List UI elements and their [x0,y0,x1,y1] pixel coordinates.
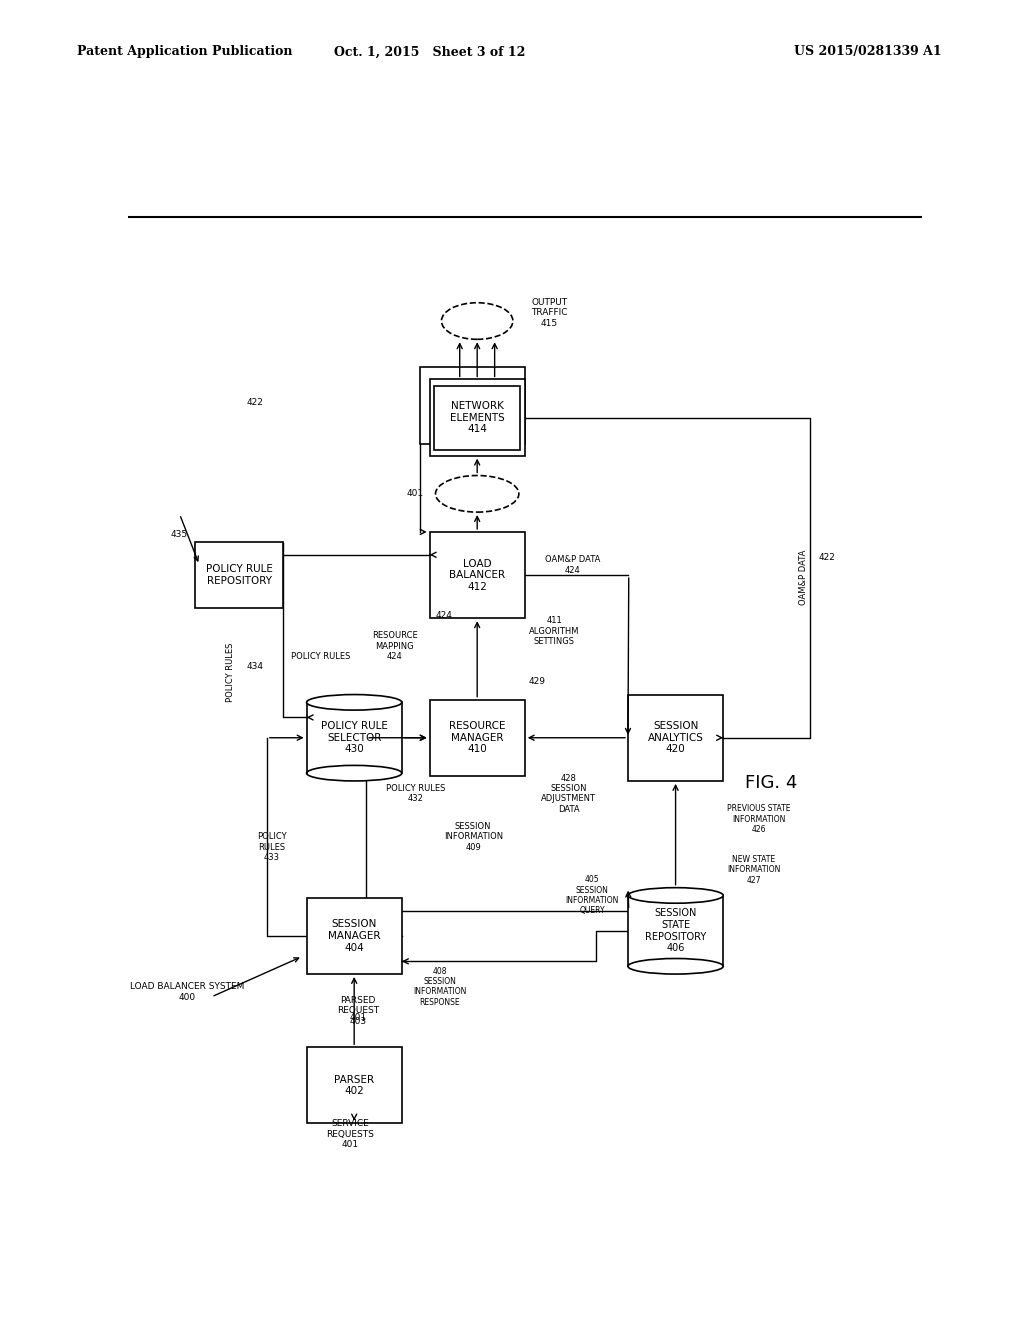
Text: POLICY RULES
432: POLICY RULES 432 [386,784,445,804]
Text: 411
ALGORITHM
SETTINGS: 411 ALGORITHM SETTINGS [528,616,580,645]
Bar [430,532,525,618]
Text: LOAD BALANCER SYSTEM
400: LOAD BALANCER SYSTEM 400 [130,982,245,1002]
Bar [306,1047,401,1123]
Text: FIG. 4: FIG. 4 [744,775,797,792]
Bar [306,702,401,774]
Text: NEW STATE
INFORMATION
427: NEW STATE INFORMATION 427 [727,855,780,884]
Bar [628,895,723,966]
Text: SESSION
MANAGER
404: SESSION MANAGER 404 [328,919,381,953]
Ellipse shape [435,475,519,512]
Text: 401: 401 [349,1012,367,1022]
Ellipse shape [628,887,723,903]
Text: 429: 429 [528,677,546,686]
Text: 424: 424 [435,611,453,620]
Text: POLICY RULES: POLICY RULES [226,643,236,702]
Text: POLICY
RULES
433: POLICY RULES 433 [257,832,287,862]
Ellipse shape [628,958,723,974]
Text: 434: 434 [247,663,264,671]
Ellipse shape [306,694,401,710]
Text: 428
SESSION
ADJUSTMENT
DATA: 428 SESSION ADJUSTMENT DATA [541,774,596,813]
Text: NETWORK
ELEMENTS
414: NETWORK ELEMENTS 414 [450,401,505,434]
Text: SERVICE
REQUESTS
401: SERVICE REQUESTS 401 [327,1119,374,1148]
Bar [628,694,723,781]
Text: PARSED
REQUEST
403: PARSED REQUEST 403 [337,995,379,1026]
Bar [430,379,525,455]
Text: 422: 422 [247,397,263,407]
Text: RESOURCE
MANAGER
410: RESOURCE MANAGER 410 [449,721,506,754]
Bar [196,543,283,609]
Text: 422: 422 [818,553,836,562]
Text: 408
SESSION
INFORMATION
RESPONSE: 408 SESSION INFORMATION RESPONSE [413,966,466,1007]
Text: OAM&P DATA
424: OAM&P DATA 424 [545,556,600,574]
Text: RESOURCE
MAPPING
424: RESOURCE MAPPING 424 [372,631,418,661]
Ellipse shape [306,766,401,781]
Text: US 2015/0281339 A1: US 2015/0281339 A1 [795,45,942,58]
Text: 405
SESSION
INFORMATION
QUERY: 405 SESSION INFORMATION QUERY [565,875,618,915]
Bar [434,385,520,450]
Text: Oct. 1, 2015   Sheet 3 of 12: Oct. 1, 2015 Sheet 3 of 12 [335,45,525,58]
Text: SESSION
ANALYTICS
420: SESSION ANALYTICS 420 [647,721,703,754]
Text: OAM&P DATA: OAM&P DATA [799,550,808,606]
Text: SESSION
STATE
REPOSITORY
406: SESSION STATE REPOSITORY 406 [645,908,707,953]
Text: OUTPUT
TRAFFIC
415: OUTPUT TRAFFIC 415 [531,298,567,327]
Text: SESSION
INFORMATION
409: SESSION INFORMATION 409 [443,822,503,851]
Text: 401: 401 [407,490,423,499]
Text: PARSER
402: PARSER 402 [334,1074,374,1096]
Text: POLICY RULE
REPOSITORY: POLICY RULE REPOSITORY [206,565,272,586]
Text: 435: 435 [170,529,187,539]
Text: POLICY RULE
SELECTOR
430: POLICY RULE SELECTOR 430 [321,721,388,754]
Ellipse shape [441,302,513,339]
Text: POLICY RULES: POLICY RULES [291,652,350,661]
Text: PREVIOUS STATE
INFORMATION
426: PREVIOUS STATE INFORMATION 426 [727,804,791,834]
Bar [306,898,401,974]
Text: LOAD
BALANCER
412: LOAD BALANCER 412 [450,558,505,591]
Bar [430,700,525,776]
Text: Patent Application Publication: Patent Application Publication [77,45,292,58]
Bar [420,367,524,444]
